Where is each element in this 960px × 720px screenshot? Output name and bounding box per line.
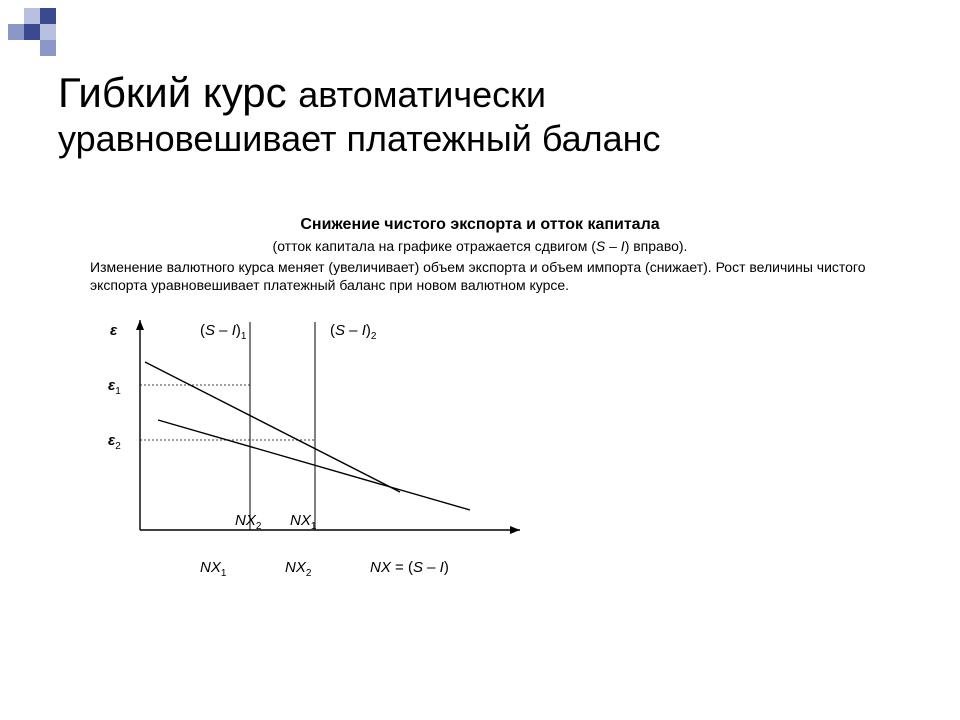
label-NX2-upper: NX2 xyxy=(235,512,262,532)
desc-body: Изменение валютного курса меняет (увелич… xyxy=(90,258,870,294)
label-eps2: ε2 xyxy=(108,432,121,452)
desc-heading: Снижение чистого экспорта и отток капита… xyxy=(90,216,870,234)
corner-decoration xyxy=(8,8,68,68)
title-part1: Гибкий курс xyxy=(58,69,298,116)
label-NX-equation: NX = (S – I) xyxy=(370,559,449,576)
nx-line-2 xyxy=(158,420,470,510)
label-eps1: ε1 xyxy=(108,377,121,397)
title-part2a: автоматически xyxy=(298,74,546,115)
slide-title: Гибкий курс автоматически уравновешивает… xyxy=(58,68,898,160)
label-SI1: (S – I)1 xyxy=(200,322,247,342)
description-block: Снижение чистого экспорта и отток капита… xyxy=(90,216,870,294)
label-NX1-upper: NX1 xyxy=(290,512,317,532)
desc-sub: (отток капитала на графике отражается сд… xyxy=(90,238,870,254)
label-eps: ε xyxy=(110,322,118,339)
title-part2b: уравновешивает платежный баланс xyxy=(58,118,661,159)
economics-diagram: ε (S – I)1 (S – I)2 ε1 ε2 NX2 NX1 NX1 NX2 NX = (S… xyxy=(90,310,650,600)
label-NX2-lower: NX2 xyxy=(285,559,312,579)
label-NX1-lower: NX1 xyxy=(200,559,227,579)
label-SI2: (S – I)2 xyxy=(330,322,377,342)
